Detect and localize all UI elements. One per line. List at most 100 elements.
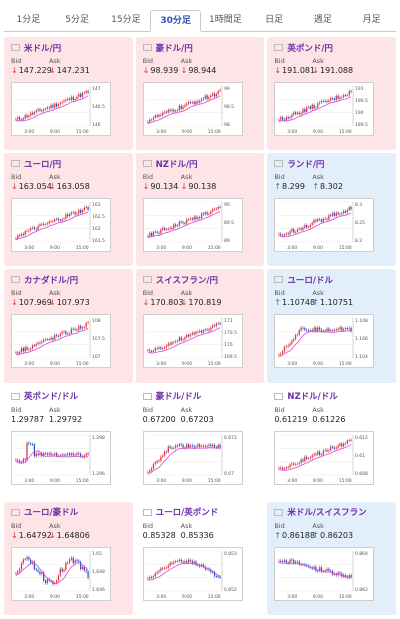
candle xyxy=(326,568,328,571)
bid-value: 1.64792 xyxy=(18,530,52,540)
candle xyxy=(163,347,165,349)
tab-0[interactable]: 1分足 xyxy=(16,15,41,25)
mini-chart[interactable]: 0.864 0.862 3:00 9:00 15:00 xyxy=(274,546,375,601)
mini-chart[interactable]: 1.65 1.648 1.646 3:00 9:00 15:00 xyxy=(11,546,111,601)
candle xyxy=(167,565,169,568)
candle xyxy=(146,236,149,237)
bid-label: Bid xyxy=(11,521,22,530)
ask-price: ↓163.058 xyxy=(49,182,90,191)
mini-chart[interactable]: 1.298 1.296 3:00 9:00 15:00 xyxy=(11,430,111,485)
candle xyxy=(180,559,182,562)
currency-pair-name[interactable]: ユーロ/英ポンド xyxy=(155,508,219,519)
tab-6[interactable]: 週足 xyxy=(313,15,332,25)
currency-pair-name[interactable]: 豪ドル/ドル xyxy=(155,392,202,403)
currency-pair-name[interactable]: ユーロ/円 xyxy=(24,159,62,170)
mini-chart[interactable]: 0.612 0.61 0.608 3:00 9:00 15:00 xyxy=(274,430,375,485)
currency-card[interactable]: 豪ドル/ドル Bid Ask 0.67200 0.67203 0.672 0.67 3:00 9… xyxy=(135,385,265,499)
candle xyxy=(280,467,282,469)
candle xyxy=(304,109,306,113)
ask-label: Ask xyxy=(180,521,193,530)
currency-pair-name[interactable]: ユーロ/豪ドル xyxy=(24,508,79,519)
currency-pair-name[interactable]: 英ポンド/ドル xyxy=(24,392,79,403)
candle xyxy=(72,212,74,214)
mini-chart[interactable]: 108 107.5 107 3:00 9:00 15:00 xyxy=(11,314,111,369)
candle xyxy=(158,570,160,572)
mini-chart[interactable]: 147 146.5 146 3:00 9:00 15:00 xyxy=(11,82,111,136)
currency-pair-name[interactable]: 英ポンド/円 xyxy=(287,43,333,54)
currency-card[interactable]: ランド/円 Bid Ask ↑8.299 ↑8.302 8.3 8.25 8.2 3:00 9:0… xyxy=(267,153,396,267)
ask-label: Ask xyxy=(312,173,324,182)
candle xyxy=(182,339,184,341)
currency-card[interactable]: ユーロ/円 Bid Ask ↓163.054 ↓163.058 163 162.5 162 16… xyxy=(4,153,133,267)
mini-chart[interactable]: 8.3 8.25 8.2 3:00 9:00 15:00 xyxy=(274,198,375,253)
x-tick-label: 9:00 xyxy=(182,478,192,484)
currency-card[interactable]: NZドル/円 Bid Ask ↓90.134 ↓90.138 90 89.5 89 3:00 9:… xyxy=(135,153,265,267)
currency-pair-name[interactable]: 米ドル/円 xyxy=(24,43,62,54)
currency-pair-name[interactable]: ランド/円 xyxy=(287,159,325,170)
candle xyxy=(189,102,191,103)
currency-card[interactable]: 英ポンド/ドル Bid Ask 1.29787 1.29792 1.298 1.296 3:0… xyxy=(4,385,133,499)
mini-chart[interactable]: 1.108 1.106 1.104 3:00 9:00 15:00 xyxy=(274,314,375,369)
currency-pair-name[interactable]: 豪ドル/円 xyxy=(155,43,193,54)
card-header: カナダドル/円 xyxy=(11,273,127,286)
mini-chart[interactable]: 171 170.5 170 169.5 3:00 9:00 15:00 xyxy=(142,314,243,369)
candle xyxy=(298,228,301,230)
currency-pair-name[interactable]: 米ドル/スイスフラン xyxy=(287,508,367,519)
candle xyxy=(189,218,191,220)
currency-card[interactable]: カナダドル/円 Bid Ask ↓107.969 ↓107.973 108 107.5 107… xyxy=(4,269,133,383)
candle xyxy=(339,327,341,330)
mini-chart[interactable]: 90 89.5 89 3:00 9:00 15:00 xyxy=(142,198,243,253)
bid-label: Bid xyxy=(142,57,154,65)
candle xyxy=(326,101,328,103)
candle xyxy=(156,232,158,233)
currency-card[interactable]: 豪ドル/円 Bid Ask ↓98.939 ↓98.944 99 98.5 98 3:00 9:0… xyxy=(135,37,265,151)
tab-3[interactable]: 30分足 xyxy=(150,10,201,32)
candle xyxy=(159,568,162,571)
currency-card[interactable]: 米ドル/円 Bid Ask ↓147.229 ↓147.231 147 146.5 146 3:… xyxy=(4,37,133,151)
currency-card[interactable]: 米ドル/スイスフラン Bid Ask ↑0.86188 ↑0.86203 0.864 0.8… xyxy=(267,501,396,615)
candle xyxy=(59,220,61,222)
candle xyxy=(54,452,56,455)
candle xyxy=(311,104,314,109)
tab-1[interactable]: 5分足 xyxy=(65,15,89,25)
candle xyxy=(289,559,291,563)
currency-pair-name[interactable]: カナダドル/円 xyxy=(24,275,79,286)
currency-pair-name[interactable]: NZドル/円 xyxy=(155,159,198,170)
tab-5[interactable]: 日足 xyxy=(265,15,284,25)
ask-value: 191.088 xyxy=(320,66,354,75)
candle xyxy=(328,568,330,571)
flag-icon xyxy=(142,44,152,51)
candle xyxy=(159,229,162,234)
candle xyxy=(72,557,74,563)
moving-average-line xyxy=(15,561,89,584)
currency-card[interactable]: ユーロ/英ポンド Bid Ask 0.85328 0.85336 0.853 0.852 3:… xyxy=(135,501,265,615)
mini-chart[interactable]: 0.853 0.852 3:00 9:00 15:00 xyxy=(142,546,243,601)
candle xyxy=(217,323,219,325)
currency-card[interactable]: 英ポンド/円 Bid Ask ↓191.081 ↓191.088 191 190.5 190 1… xyxy=(267,37,396,151)
price-chart: 8.3 8.25 8.2 3:00 9:00 15:00 xyxy=(277,201,365,251)
currency-card[interactable]: NZドル/ドル Bid Ask 0.61219 0.61226 0.612 0.61 0.60… xyxy=(267,385,396,499)
mini-chart[interactable]: 191 190.5 190 189.5 3:00 9:00 15:00 xyxy=(274,82,375,136)
bid-ask-labels: Bid Ask xyxy=(143,289,259,297)
candle xyxy=(41,572,43,574)
arrow-down-icon: ↓ xyxy=(142,182,150,192)
x-tick-label: 3:00 xyxy=(287,478,297,484)
currency-card[interactable]: ユーロ/ドル Bid Ask ↑1.10748 ↑1.10751 1.108 1.106 1.… xyxy=(267,269,396,383)
tab-7[interactable]: 月足 xyxy=(362,15,381,25)
mini-chart[interactable]: 99 98.5 98 3:00 9:00 15:00 xyxy=(142,82,243,136)
y-tick-label: 107.5 xyxy=(92,336,105,342)
currency-pair-name[interactable]: NZドル/ドル xyxy=(287,392,338,403)
tab-2[interactable]: 15分足 xyxy=(111,15,141,25)
currency-pair-name[interactable]: スイスフラン/円 xyxy=(155,275,219,286)
currency-pair-name[interactable]: ユーロ/ドル xyxy=(287,275,333,286)
bid-ask-labels: Bid Ask xyxy=(274,173,390,181)
candle xyxy=(339,214,341,215)
candle xyxy=(26,442,28,460)
currency-card[interactable]: スイスフラン/円 Bid Ask ↓170.803 ↓170.819 171 170.5 17… xyxy=(135,269,265,383)
candle xyxy=(159,456,162,461)
tab-4[interactable]: 1時間足 xyxy=(209,15,242,25)
mini-chart[interactable]: 163 162.5 162 161.5 3:00 9:00 15:00 xyxy=(11,198,111,253)
currency-card[interactable]: ユーロ/豪ドル Bid Ask ↓1.64792 ↓1.64806 1.65 1.648 1.… xyxy=(4,501,133,615)
candle xyxy=(204,95,206,99)
mini-chart[interactable]: 0.672 0.67 3:00 9:00 15:00 xyxy=(142,430,243,485)
